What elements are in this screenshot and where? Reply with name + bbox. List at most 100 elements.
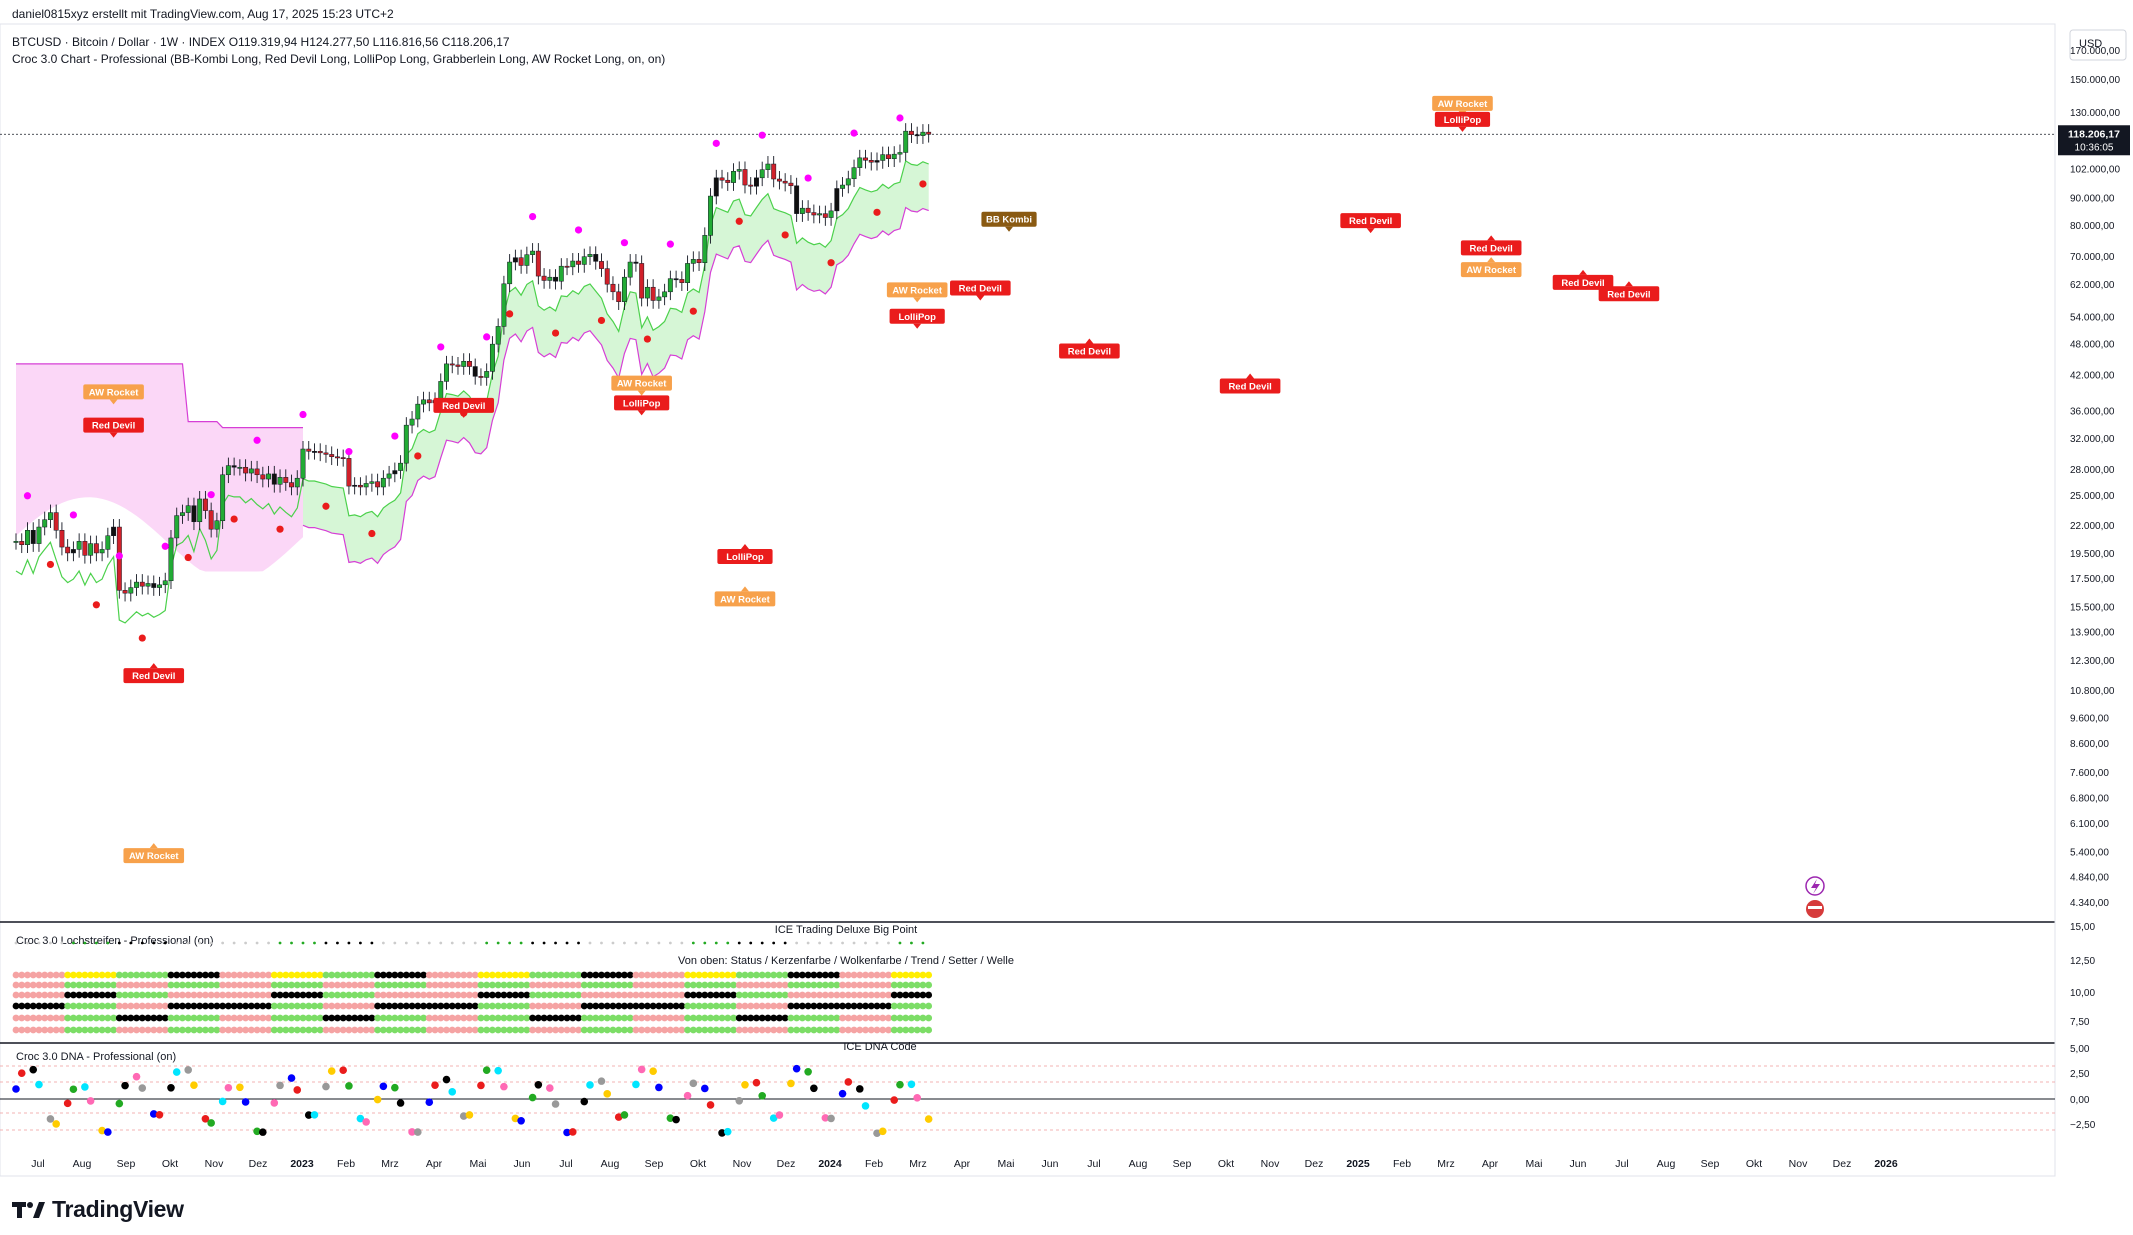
- candle-body[interactable]: [70, 549, 76, 554]
- candle-body[interactable]: [484, 371, 490, 378]
- candle-body[interactable]: [530, 250, 536, 255]
- candle-body[interactable]: [202, 498, 208, 511]
- currency-box[interactable]: [2069, 29, 2127, 61]
- candle-body[interactable]: [553, 276, 559, 282]
- candle-body[interactable]: [157, 584, 162, 588]
- candle-body[interactable]: [248, 468, 254, 474]
- candle-body[interactable]: [644, 286, 650, 299]
- candle-body[interactable]: [897, 152, 903, 155]
- candle-body[interactable]: [346, 458, 352, 487]
- candle-body[interactable]: [467, 360, 472, 367]
- candle-body[interactable]: [616, 291, 622, 302]
- candle-body[interactable]: [845, 178, 851, 186]
- candle-body[interactable]: [495, 326, 501, 345]
- candle-body[interactable]: [621, 276, 627, 302]
- candle-body[interactable]: [748, 184, 754, 187]
- candle-body[interactable]: [794, 185, 800, 214]
- candle-body[interactable]: [788, 182, 794, 187]
- candle-body[interactable]: [19, 541, 25, 546]
- candle-body[interactable]: [334, 456, 340, 459]
- candle-body[interactable]: [570, 260, 576, 268]
- candle-body[interactable]: [352, 484, 358, 487]
- candle-body[interactable]: [36, 526, 42, 544]
- candle-body[interactable]: [713, 177, 719, 197]
- candle-body[interactable]: [736, 169, 742, 172]
- candle-body[interactable]: [581, 256, 587, 265]
- candle-body[interactable]: [145, 583, 151, 587]
- signal-label[interactable]: AW Rocket: [714, 586, 776, 607]
- candle-body[interactable]: [243, 466, 249, 474]
- candle-body[interactable]: [576, 260, 581, 265]
- candle-body[interactable]: [771, 163, 777, 180]
- candle-body[interactable]: [633, 261, 639, 264]
- candle-body[interactable]: [805, 207, 811, 213]
- candle-body[interactable]: [604, 268, 610, 285]
- candle-body[interactable]: [501, 283, 507, 327]
- candle-body[interactable]: [719, 177, 725, 181]
- candle-body[interactable]: [547, 276, 553, 281]
- candle-body[interactable]: [375, 481, 381, 488]
- candle-body[interactable]: [208, 510, 214, 530]
- candle-body[interactable]: [564, 265, 570, 268]
- signal-label[interactable]: AW Rocket: [1460, 257, 1522, 278]
- candle-body[interactable]: [369, 481, 375, 484]
- candle-body[interactable]: [392, 470, 398, 475]
- signal-label[interactable]: Red Devil: [1059, 338, 1120, 359]
- candle-body[interactable]: [25, 530, 30, 546]
- candle-body[interactable]: [610, 283, 616, 293]
- signal-label[interactable]: AW Rocket: [611, 375, 672, 396]
- signal-label[interactable]: Red Devil: [950, 280, 1011, 301]
- candle-body[interactable]: [312, 451, 317, 453]
- candle-body[interactable]: [340, 457, 346, 460]
- signal-label[interactable]: LolliPop: [889, 308, 945, 329]
- signal-label[interactable]: LolliPop: [1434, 111, 1491, 132]
- candle-body[interactable]: [817, 213, 823, 216]
- candle-body[interactable]: [300, 448, 306, 479]
- candle-body[interactable]: [237, 466, 243, 469]
- candle-body[interactable]: [489, 343, 495, 372]
- candle-body[interactable]: [886, 154, 891, 159]
- candle-body[interactable]: [134, 581, 139, 588]
- candle-body[interactable]: [702, 235, 708, 263]
- candle-body[interactable]: [799, 207, 805, 214]
- candle-body[interactable]: [908, 130, 914, 135]
- candle-body[interactable]: [65, 546, 71, 554]
- candle-body[interactable]: [421, 399, 426, 405]
- candle-body[interactable]: [289, 482, 294, 488]
- candle-body[interactable]: [151, 583, 157, 588]
- candle-body[interactable]: [398, 462, 404, 471]
- candle-body[interactable]: [111, 526, 117, 536]
- currency-label[interactable]: USD: [2079, 38, 2103, 50]
- candle-body[interactable]: [811, 212, 817, 216]
- candle-body[interactable]: [679, 279, 685, 283]
- candle-body[interactable]: [690, 259, 696, 264]
- candle-body[interactable]: [449, 363, 455, 366]
- candle-body[interactable]: [47, 512, 53, 520]
- candle-body[interactable]: [891, 153, 897, 159]
- candle-body[interactable]: [593, 254, 599, 262]
- signal-label[interactable]: Red Devil: [1219, 373, 1281, 394]
- signal-label[interactable]: LolliPop: [717, 544, 773, 565]
- candle-body[interactable]: [851, 167, 857, 180]
- candle-body[interactable]: [782, 180, 788, 184]
- candle-body[interactable]: [914, 134, 920, 137]
- candle-body[interactable]: [283, 477, 289, 483]
- candle-body[interactable]: [162, 580, 168, 586]
- candle-body[interactable]: [197, 498, 203, 523]
- candle-body[interactable]: [82, 541, 88, 556]
- candle-body[interactable]: [42, 519, 48, 528]
- candle-body[interactable]: [759, 169, 765, 179]
- candle-body[interactable]: [415, 403, 421, 420]
- signal-label[interactable]: AW Rocket: [886, 282, 948, 303]
- signal-label[interactable]: AW Rocket: [123, 843, 185, 864]
- candle-body[interactable]: [357, 484, 363, 488]
- candle-body[interactable]: [214, 520, 220, 530]
- candle-body[interactable]: [599, 261, 604, 269]
- candle-body[interactable]: [656, 296, 662, 301]
- signal-label[interactable]: BB Kombi: [981, 211, 1037, 232]
- candle-body[interactable]: [662, 291, 668, 298]
- candle-body[interactable]: [920, 131, 926, 136]
- candle-body[interactable]: [225, 465, 231, 476]
- candle-body[interactable]: [93, 543, 99, 554]
- candle-body[interactable]: [478, 376, 484, 378]
